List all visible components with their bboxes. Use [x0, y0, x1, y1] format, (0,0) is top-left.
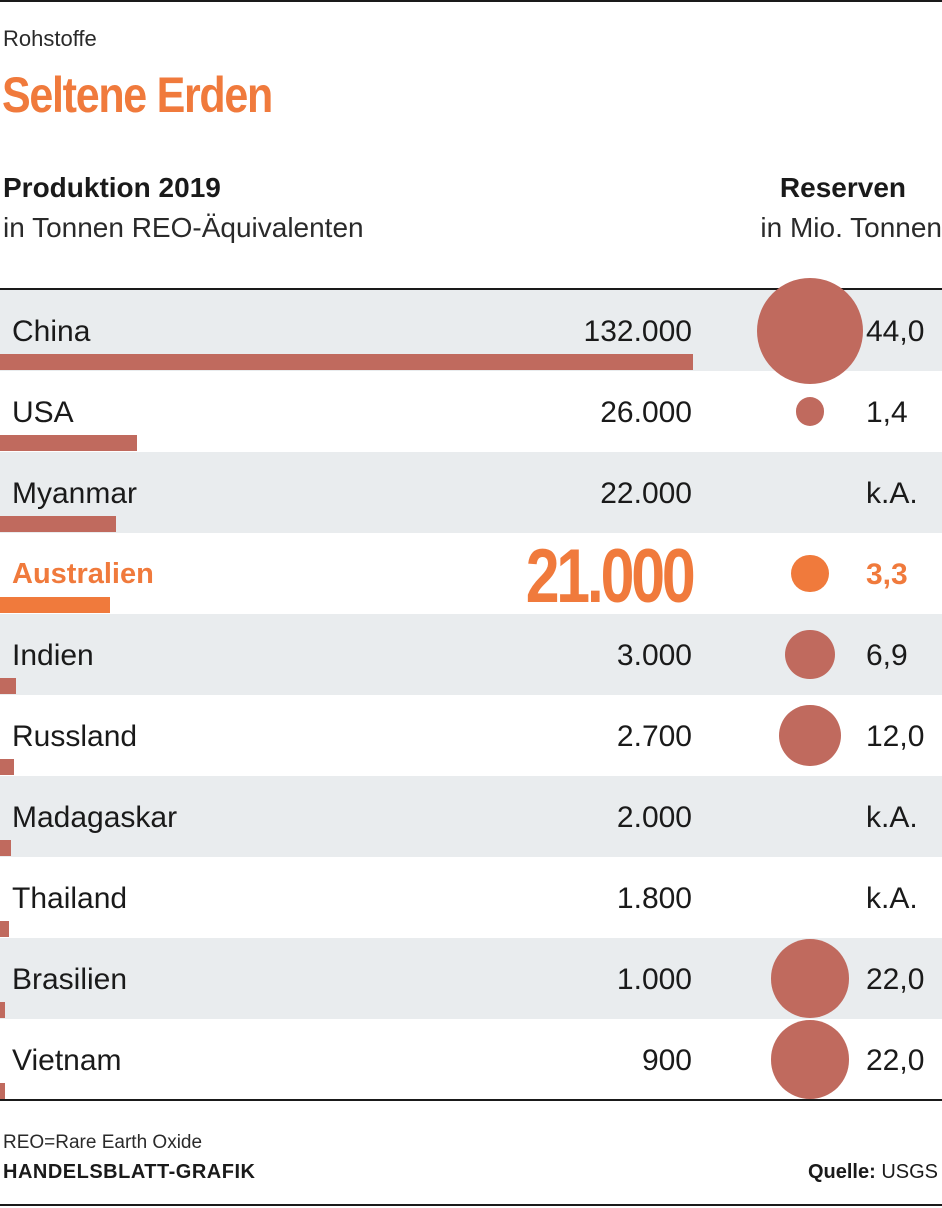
country-label: Madagaskar — [12, 801, 178, 834]
reserve-value: k.A. — [866, 477, 918, 510]
production-bar — [0, 597, 111, 613]
table-row: Russland 2.700 12,0 — [0, 695, 942, 776]
reserve-value: 44,0 — [866, 315, 925, 348]
reserves-header-unit: in Mio. Tonnen — [760, 212, 942, 243]
production-value: 132.000 — [583, 315, 692, 348]
country-label: Vietnam — [12, 1044, 122, 1077]
kicker: Rohstoffe — [3, 26, 97, 51]
production-bar — [0, 1083, 5, 1099]
production-bar — [0, 435, 137, 451]
production-value: 3.000 — [616, 639, 692, 672]
table-row: Vietnam 900 22,0 — [0, 1019, 942, 1100]
production-value: 26.000 — [600, 396, 692, 429]
table-row: Australien 21.000 3,3 — [0, 533, 942, 619]
production-value: 21.000 — [525, 534, 695, 619]
source-label: Quelle: — [807, 1161, 876, 1183]
production-value: 900 — [641, 1044, 692, 1077]
reserve-value: 3,3 — [866, 558, 908, 591]
production-bar — [0, 1002, 6, 1018]
table-row: Brasilien 1.000 22,0 — [0, 938, 942, 1019]
country-label: Myanmar — [12, 477, 138, 510]
reserve-value: k.A. — [866, 801, 918, 834]
source-credit: Quelle: USGS — [808, 1161, 938, 1184]
reserve-bubble — [791, 554, 829, 593]
reserve-value: 6,9 — [866, 639, 908, 672]
table-row: Madagaskar 2.000 k.A. — [0, 776, 942, 857]
country-label: Brasilien — [12, 963, 128, 996]
data-table: China 132.000 44,0 USA 26.000 1,4 Myanmar 22.00… — [0, 277, 942, 1100]
reserve-value: 1,4 — [866, 396, 908, 429]
production-header-title: Produktion 2019 — [3, 172, 221, 203]
reserve-value: 12,0 — [866, 720, 925, 753]
country-label: Thailand — [12, 882, 128, 915]
reserve-value: k.A. — [866, 882, 918, 915]
table-top-rule — [0, 288, 942, 290]
production-header-unit: in Tonnen REO-Äquivalenten — [3, 212, 364, 243]
production-value: 1.000 — [616, 963, 692, 996]
production-bar — [0, 516, 116, 532]
production-value: 1.800 — [616, 882, 692, 915]
top-rule — [0, 0, 942, 2]
reserve-bubble — [779, 704, 841, 767]
table-row: China 132.000 44,0 — [0, 277, 942, 384]
production-value: 2.000 — [616, 801, 692, 834]
reserves-header-title: Reserven — [779, 172, 906, 203]
country-label: China — [12, 315, 91, 348]
reserve-value: 22,0 — [866, 963, 925, 996]
reserve-value: 22,0 — [866, 1044, 925, 1077]
production-header: Produktion 2019 in Tonnen REO-Äquivalent… — [3, 172, 364, 244]
reserves-header: Reserven in Mio. Tonnen — [760, 172, 942, 244]
table-row: USA 26.000 1,4 — [0, 371, 942, 452]
production-bar — [0, 921, 10, 937]
production-bar — [0, 354, 693, 370]
reserve-bubble — [757, 277, 863, 384]
country-label: Indien — [12, 639, 94, 672]
brand-credit: HANDELSBLATT-GRAFIK — [3, 1161, 256, 1183]
bottom-rule — [0, 1204, 942, 1206]
country-label: Australien — [12, 558, 154, 590]
production-bar — [0, 678, 16, 694]
production-value: 22.000 — [600, 477, 692, 510]
chart-title: Seltene Erden — [2, 67, 273, 123]
reserve-bubble — [770, 1020, 850, 1099]
production-bar — [0, 840, 11, 856]
production-value: 2.700 — [616, 720, 692, 753]
reserve-bubble — [795, 397, 825, 426]
country-label: USA — [12, 396, 74, 429]
footnote: REO=Rare Earth Oxide — [3, 1132, 203, 1153]
table-row: Myanmar 22.000 k.A. — [0, 452, 942, 533]
reserve-bubble — [785, 629, 835, 680]
table-row: Indien 3.000 6,9 — [0, 614, 942, 695]
source-value: USGS — [881, 1161, 938, 1183]
country-label: Russland — [12, 720, 138, 753]
table-bottom-rule — [0, 1099, 942, 1101]
production-bar — [0, 759, 15, 775]
reserve-bubble — [770, 939, 850, 1018]
table-row: Thailand 1.800 k.A. — [0, 857, 942, 938]
